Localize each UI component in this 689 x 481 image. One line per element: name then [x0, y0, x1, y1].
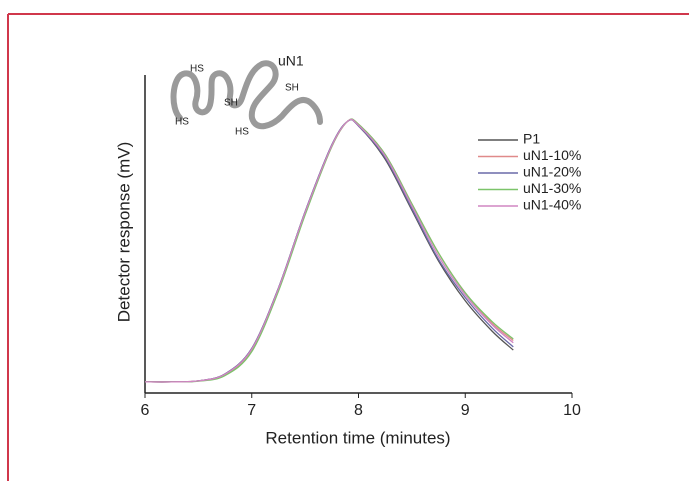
legend-label: uN1-40%: [523, 197, 581, 213]
annotation: SH: [285, 83, 299, 94]
x-tick-label: 6: [141, 402, 150, 419]
molecule-illustration: [170, 60, 323, 130]
legend-label: uN1-20%: [523, 164, 581, 180]
x-tick-label: 8: [354, 402, 363, 419]
x-tick-label: 9: [461, 402, 470, 419]
legend-label: uN1-10%: [523, 147, 581, 163]
annotation: SH: [224, 98, 238, 109]
x-axis-label: Retention time (minutes): [265, 428, 450, 447]
series-line: [144, 118, 514, 383]
annotation: uN1: [278, 53, 304, 69]
series-line: [144, 118, 514, 383]
legend-label: uN1-30%: [523, 180, 581, 196]
series-line: [144, 118, 514, 383]
y-axis-label: Detector response (mV): [114, 142, 133, 322]
annotation: HS: [190, 64, 204, 75]
series-line: [144, 118, 514, 383]
x-tick-label: 7: [247, 402, 256, 419]
series-line: [144, 118, 514, 383]
legend-label: P1: [523, 131, 540, 147]
annotation: HS: [175, 117, 189, 128]
annotation: HS: [235, 127, 249, 138]
x-tick-label: 10: [563, 402, 581, 419]
